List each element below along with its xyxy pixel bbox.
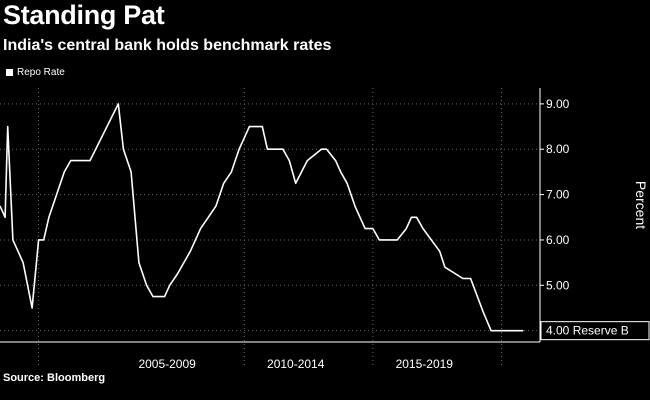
y-tick-label: 7.00 <box>546 188 570 202</box>
x-axis: 2005-2009 2010-2014 2015-2019 <box>0 341 540 371</box>
x-tick-label: 2015-2019 <box>396 357 454 371</box>
y-tick-label: 8.00 <box>546 142 570 156</box>
y-tick-label: 6.00 <box>546 233 570 247</box>
y-axis-label: Percent <box>633 181 649 229</box>
legend-swatch-icon <box>6 69 13 76</box>
last-value-box <box>540 321 650 341</box>
legend: Repo Rate <box>6 67 65 78</box>
chart-title: Standing Pat <box>3 0 165 30</box>
x-group-boundaries <box>38 88 502 368</box>
x-tick-label: 2005-2009 <box>138 357 196 371</box>
series-line-repo-rate <box>0 103 524 332</box>
last-value-label: 4.00 Reserve B <box>546 324 629 338</box>
x-tick-label: 2010-2014 <box>267 357 325 371</box>
y-tick-label: 5.00 <box>546 278 570 292</box>
chart-subtitle: India's central bank holds benchmark rat… <box>3 37 332 54</box>
gridlines <box>0 103 540 332</box>
source-note: Source: Bloomberg <box>3 372 106 384</box>
legend-label: Repo Rate <box>17 67 65 78</box>
last-value-marker: 4.00 Reserve B <box>540 321 650 341</box>
y-tick-label: 9.00 <box>546 97 570 111</box>
y-axis: 4.005.006.007.008.009.00 <box>539 88 570 342</box>
